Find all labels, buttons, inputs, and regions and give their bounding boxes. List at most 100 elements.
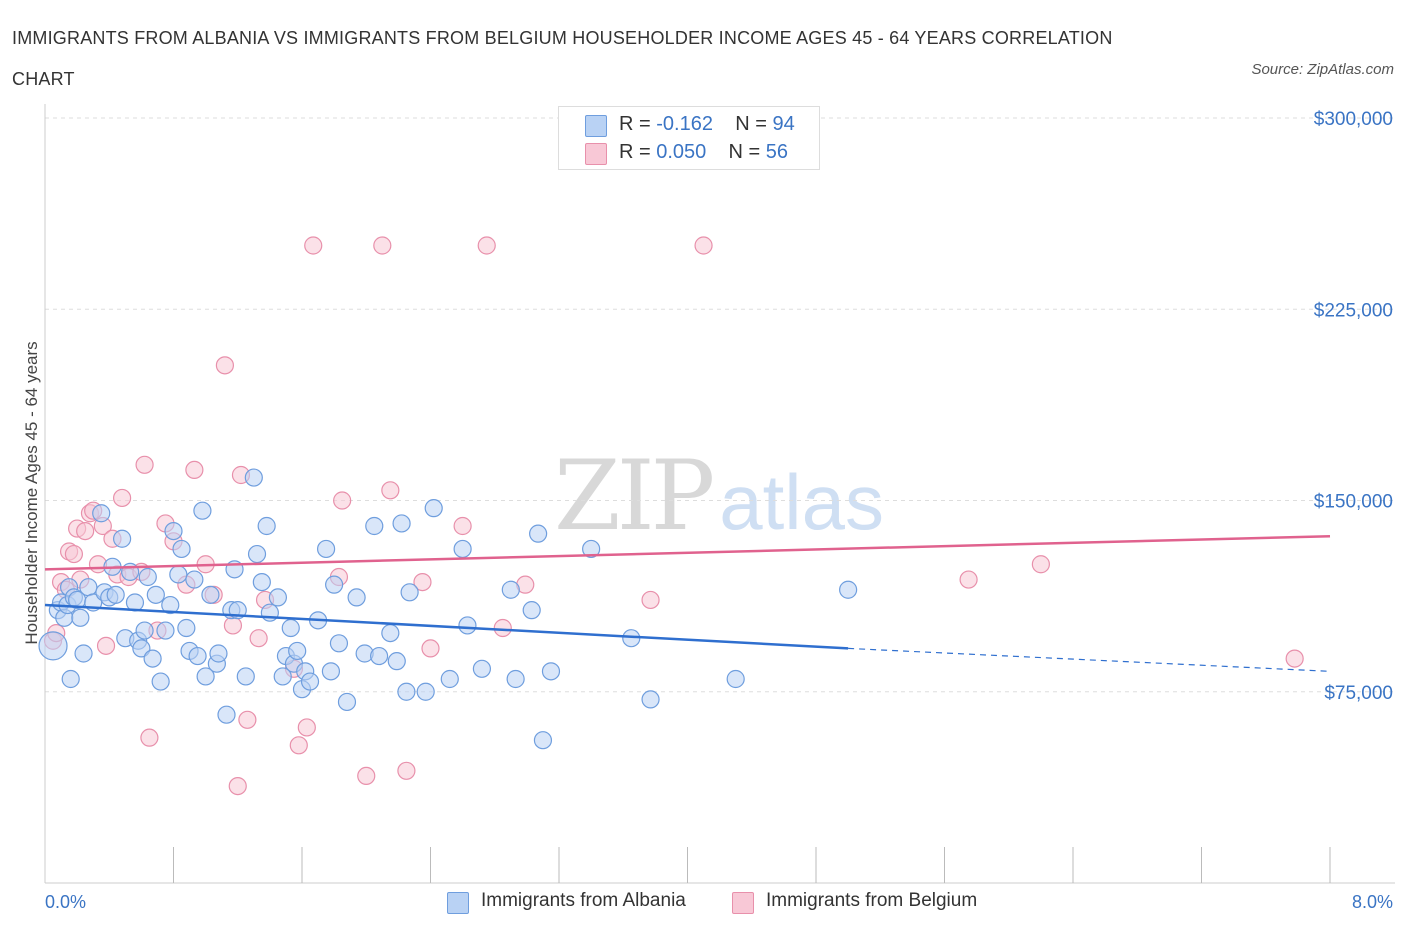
bottom-belgium-swatch (732, 892, 754, 914)
albania-point (440, 669, 459, 689)
bottom-albania-label: Immigrants from Albania (481, 890, 686, 911)
albania-point (273, 667, 292, 686)
watermark-atlas: atlas (719, 458, 884, 546)
belgium-point (289, 736, 308, 755)
albania-point (281, 618, 300, 638)
belgium-point (215, 356, 234, 375)
points-layer (38, 236, 1304, 796)
belgium-point (373, 236, 392, 255)
belgium-stats: R = 0.050 N = 56 (619, 141, 788, 164)
albania-point (839, 580, 858, 599)
albania-r-label: R = (619, 113, 651, 135)
albania-point (135, 621, 154, 640)
albania-point (541, 662, 561, 681)
albania-point (453, 539, 472, 559)
watermark: ZIP atlas (554, 440, 884, 552)
albania-point (370, 646, 389, 666)
albania-point (472, 659, 491, 678)
belgium-point (1031, 555, 1050, 574)
bottom-belgium-label: Immigrants from Belgium (766, 890, 978, 911)
albania-point (92, 504, 111, 523)
albania-point (458, 616, 477, 635)
albania-point (188, 646, 207, 666)
albania-point (247, 544, 267, 564)
belgium-point (694, 236, 713, 255)
albania-point (533, 731, 553, 750)
albania-n-label: N = (735, 113, 767, 135)
tick-layer: $75,000 $150,000 $225,000 $300,000 0.0% 8.0% (45, 109, 1393, 912)
albania-point (257, 516, 276, 536)
y-tick-label: $150,000 (1314, 492, 1393, 513)
albania-point (329, 634, 349, 653)
source-label: Source: ZipAtlas.com (1251, 61, 1394, 78)
albania-point (172, 539, 191, 559)
albania-point (201, 585, 220, 604)
belgium-r-value: 0.050 (656, 141, 707, 163)
albania-point (252, 572, 271, 592)
y-tick-label: $225,000 (1314, 300, 1393, 321)
belgium-r-label: R = (619, 141, 651, 163)
albania-point (79, 578, 98, 597)
belgium-point (223, 616, 243, 635)
albania-point (112, 529, 132, 548)
belgium-trend-line (44, 534, 1331, 571)
albania-point (106, 585, 125, 604)
albania-point (146, 585, 165, 604)
albania-point (387, 652, 406, 671)
albania-n-value: 94 (772, 113, 795, 135)
albania-point (337, 692, 357, 712)
belgium-point (1285, 649, 1304, 668)
grid-layer (45, 117, 1395, 693)
albania-point (506, 669, 525, 689)
x-tick-label-end: 8.0% (1352, 892, 1393, 912)
y-tick-label: $75,000 (1324, 683, 1393, 704)
albania-point (71, 608, 90, 627)
watermark-zip: ZIP (554, 440, 715, 552)
albania-point (185, 570, 204, 589)
belgium-point (453, 516, 472, 536)
belgium-point (135, 455, 154, 474)
albania-point (300, 672, 320, 691)
belgium-point (421, 639, 440, 658)
albania-point (61, 669, 80, 689)
albania-point (217, 705, 236, 724)
belgium-point (959, 570, 978, 589)
correlation-legend: R = -0.162 N = 94 R = 0.050 N = 56 (558, 106, 820, 170)
albania-stats: R = -0.162 N = 94 (619, 113, 795, 136)
belgium-point (413, 572, 432, 592)
belgium-point (477, 236, 496, 255)
albania-point (392, 514, 411, 533)
albania-point (529, 524, 548, 543)
albania-point (161, 595, 180, 615)
albania-point (236, 667, 255, 686)
albania-point (321, 662, 341, 681)
albania-point (501, 580, 520, 599)
albania-point (397, 682, 416, 701)
belgium-n-value: 56 (765, 141, 789, 163)
albania-r-value: -0.162 (656, 113, 713, 135)
albania-point (316, 539, 336, 559)
albania-swatch (585, 115, 607, 137)
albania-point (582, 539, 601, 559)
albania-point (416, 682, 435, 701)
albania-point (209, 644, 228, 663)
albania-point (347, 588, 366, 607)
albania-point (193, 501, 212, 520)
axis-layer (44, 104, 1395, 884)
belgium-point (357, 766, 376, 786)
belgium-n-label: N = (728, 141, 761, 163)
belgium-point (333, 491, 352, 510)
albania-point (244, 468, 263, 487)
albania-point (365, 516, 384, 536)
albania-point (132, 639, 151, 658)
belgium-point (96, 636, 116, 655)
albania-point (38, 631, 68, 661)
belgium-point (76, 521, 95, 541)
y-axis-label: Householder Income Ages 45 - 64 years (22, 341, 41, 645)
belgium-point (185, 460, 204, 479)
belgium-point (493, 618, 512, 638)
albania-point (288, 641, 307, 661)
albania-trend-extension (848, 647, 1331, 672)
chart-title: IMMIGRANTS FROM ALBANIA VS IMMIGRANTS FR… (12, 28, 1113, 89)
